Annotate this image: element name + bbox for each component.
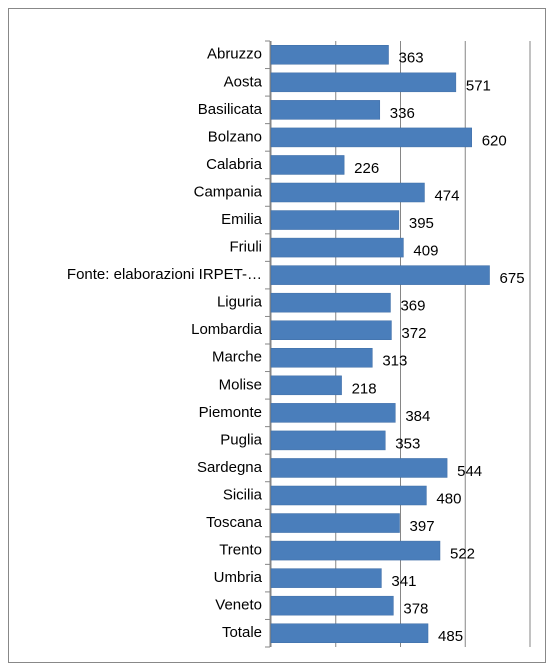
value-label: 395 [409,215,434,232]
value-label: 353 [395,435,420,452]
y-tick-label: Fonte: elaborazioni IRPET-… [67,266,262,283]
bar [270,513,400,533]
value-label: 313 [382,353,407,370]
value-label: 341 [391,573,416,590]
bar [270,595,394,616]
bar [270,623,429,643]
y-tick-label: Veneto [215,597,262,614]
bar [270,182,425,203]
value-label: 544 [457,463,482,480]
bar [270,348,373,368]
y-tick-label: Abruzzo [207,46,262,63]
bar [270,320,392,340]
y-tick-label: Molise [219,376,262,393]
y-tick-label: Basilicata [198,101,263,118]
bar [270,430,386,451]
value-label: 378 [403,601,428,618]
y-tick-label: Sardegna [197,459,263,476]
bar [270,45,389,65]
value-label: 480 [436,490,461,507]
bar [270,237,404,258]
value-label: 397 [410,518,435,535]
bar [270,72,457,93]
value-label: 372 [401,325,426,342]
value-label: 218 [352,380,377,397]
bar [270,210,400,230]
bar [270,540,441,561]
y-tick-label: Piemonte [199,404,262,421]
y-tick-label: Aosta [224,73,263,90]
bar [270,458,448,478]
value-label: 226 [354,160,379,177]
bar [270,403,396,423]
y-tick-label: Trento [219,542,262,559]
y-tick-label: Emilia [221,211,262,228]
y-tick-label: Sicilia [223,486,263,503]
y-tick-label: Totale [222,624,262,641]
value-label: 571 [466,77,491,94]
value-label: 474 [434,187,459,204]
y-tick-label: Marche [212,349,262,366]
y-tick-label: Campania [194,183,263,200]
value-label: 369 [400,298,425,315]
y-tick-label: Lombardia [191,321,263,338]
y-tick-label: Puglia [220,431,262,448]
value-label: 336 [390,105,415,122]
bar [270,127,472,148]
y-tick-label: Umbria [214,569,263,586]
bar [270,155,345,175]
value-label: 675 [500,270,525,287]
bar [270,375,342,396]
value-label: 522 [450,546,475,563]
value-label: 363 [399,50,424,67]
value-label: 384 [405,408,430,425]
value-label: 409 [413,243,438,260]
bar [270,485,427,506]
bar [270,100,381,120]
bar [270,265,490,285]
value-label: 485 [438,628,463,645]
y-tick-label: Calabria [206,156,263,173]
y-tick-label: Friuli [230,239,263,256]
value-label: 620 [482,132,507,149]
bar [270,568,382,588]
y-tick-label: Bolzano [208,128,262,145]
bar [270,292,391,313]
y-tick-label: Liguria [217,294,263,311]
y-tick-label: Toscana [206,514,263,531]
